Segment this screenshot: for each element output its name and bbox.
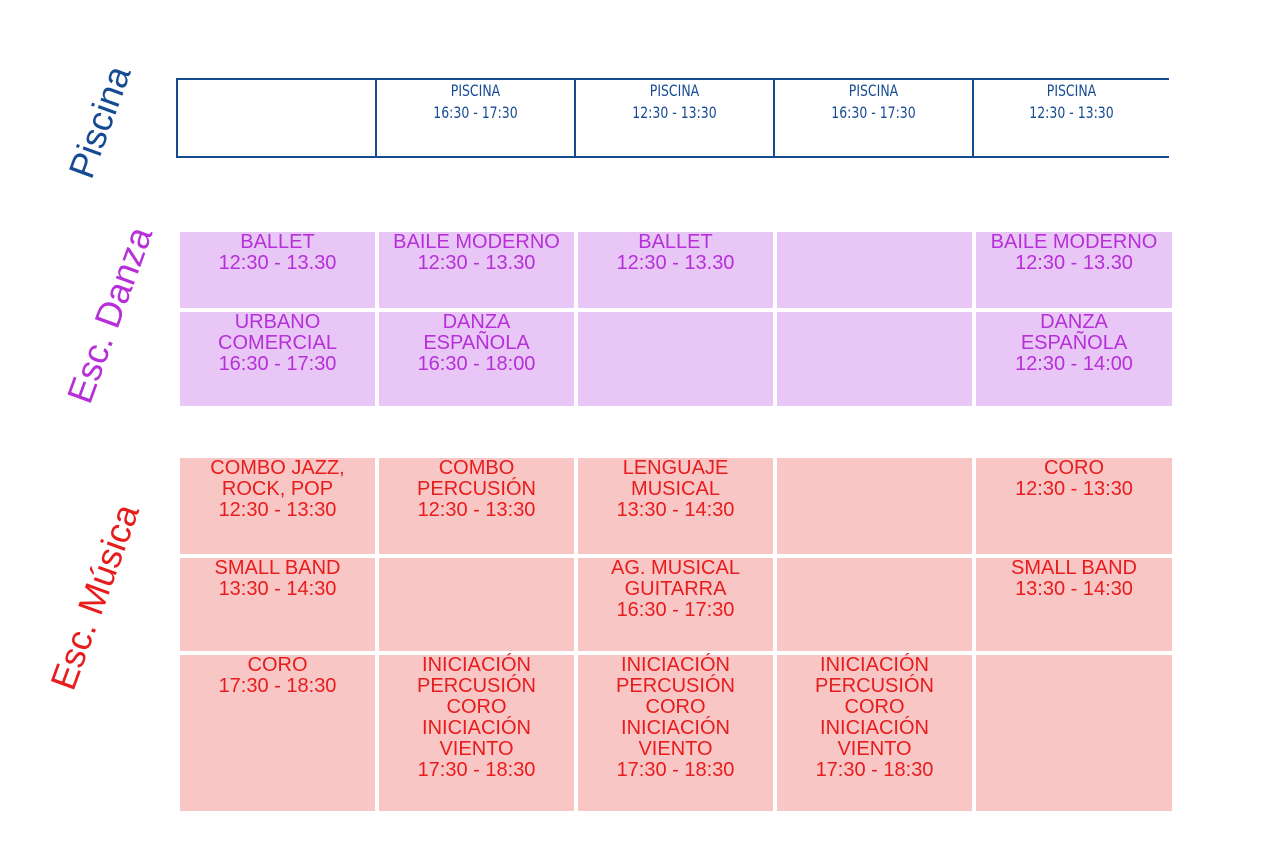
- piscina-row: PISCINA 16:30 - 17:30 PISCINA 12:30 - 13…: [176, 78, 1169, 158]
- schedule-cell: LENGUAJE MUSICAL 13:30 - 14:30: [574, 454, 777, 558]
- schedule-cell: PISCINA 16:30 - 17:30: [773, 78, 974, 158]
- danza-row: URBANO COMERCIAL 16:30 - 17:30 DANZA ESP…: [176, 308, 1176, 410]
- musica-row: CORO 17:30 - 18:30 INICIACIÓN PERCUSIÓN …: [176, 651, 1176, 815]
- schedule-cell: [176, 78, 377, 158]
- schedule-cell: [972, 651, 1176, 815]
- section-label-piscina: Piscina: [60, 60, 139, 184]
- schedule-cell: COMBO PERCUSIÓN 12:30 - 13:30: [375, 454, 578, 558]
- schedule-cell: BALLET 12:30 - 13.30: [574, 228, 777, 312]
- schedule-cell: BAILE MODERNO 12:30 - 13.30: [375, 228, 578, 312]
- danza-table: BALLET 12:30 - 13.30 BAILE MODERNO 12:30…: [176, 228, 1176, 410]
- schedule-cell: AG. MUSICAL GUITARRA 16:30 - 17:30: [574, 554, 777, 655]
- schedule-cell: PISCINA 12:30 - 13:30: [574, 78, 775, 158]
- musica-table: COMBO JAZZ, ROCK, POP 12:30 - 13:30 COMB…: [176, 454, 1176, 815]
- schedule-cell: [773, 228, 976, 312]
- piscina-table: PISCINA 16:30 - 17:30 PISCINA 12:30 - 13…: [176, 78, 1169, 158]
- schedule-cell: CORO 12:30 - 13:30: [972, 454, 1176, 558]
- schedule-cell: COMBO JAZZ, ROCK, POP 12:30 - 13:30: [176, 454, 379, 558]
- schedule-cell: BAILE MODERNO 12:30 - 13.30: [972, 228, 1176, 312]
- schedule-cell: [574, 308, 777, 410]
- schedule-cell: BALLET 12:30 - 13.30: [176, 228, 379, 312]
- schedule-cell: PISCINA 12:30 - 13:30: [972, 78, 1169, 158]
- schedule-cell: SMALL BAND 13:30 - 14:30: [972, 554, 1176, 655]
- schedule-cell: INICIACIÓN PERCUSIÓN CORO INICIACIÓN VIE…: [375, 651, 578, 815]
- schedule-cell: PISCINA 16:30 - 17:30: [375, 78, 576, 158]
- schedule-cell: SMALL BAND 13:30 - 14:30: [176, 554, 379, 655]
- schedule-cell: CORO 17:30 - 18:30: [176, 651, 379, 815]
- danza-row: BALLET 12:30 - 13.30 BAILE MODERNO 12:30…: [176, 228, 1176, 312]
- schedule-cell: [375, 554, 578, 655]
- schedule-cell: INICIACIÓN PERCUSIÓN CORO INICIACIÓN VIE…: [574, 651, 777, 815]
- schedule-cell: DANZA ESPAÑOLA 12:30 - 14:00: [972, 308, 1176, 410]
- schedule-cell: [773, 554, 976, 655]
- schedule-cell: [773, 308, 976, 410]
- schedule-cell: [773, 454, 976, 558]
- musica-row: SMALL BAND 13:30 - 14:30 AG. MUSICAL GUI…: [176, 554, 1176, 655]
- schedule-cell: URBANO COMERCIAL 16:30 - 17:30: [176, 308, 379, 410]
- schedule-cell: INICIACIÓN PERCUSIÓN CORO INICIACIÓN VIE…: [773, 651, 976, 815]
- section-label-danza: Esc. Danza: [58, 221, 161, 409]
- musica-row: COMBO JAZZ, ROCK, POP 12:30 - 13:30 COMB…: [176, 454, 1176, 558]
- schedule-cell: DANZA ESPAÑOLA 16:30 - 18:00: [375, 308, 578, 410]
- section-label-musica: Esc. Música: [42, 498, 147, 696]
